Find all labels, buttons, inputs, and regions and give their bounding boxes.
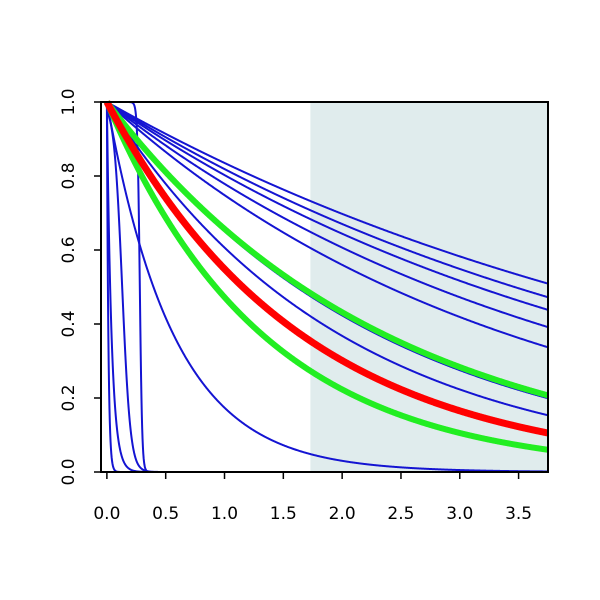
x-tick-label: 0.0: [93, 504, 120, 524]
y-axis: 0.0 0.2 0.4 0.6 0.8 1.0: [59, 88, 101, 486]
series-line-11: [105, 101, 548, 473]
x-tick-label: 3.5: [505, 504, 532, 524]
shaded-region: [310, 102, 548, 472]
y-tick-label: 1.0: [59, 88, 79, 115]
x-tick-label: 0.5: [152, 504, 179, 524]
series-line-8: [104, 99, 548, 399]
x-tick-label: 2.0: [329, 504, 356, 524]
x-tick-label: 1.0: [211, 504, 238, 524]
x-tick-label: 1.5: [270, 504, 297, 524]
y-tick-label: 0.6: [59, 236, 79, 263]
series-line-3: [106, 101, 548, 311]
y-tick-label: 0.4: [59, 310, 79, 337]
series-line-9: [103, 99, 548, 437]
series-line-10: [104, 99, 548, 453]
series-line-4: [106, 101, 548, 329]
y-tick-label: 0.2: [59, 384, 79, 411]
series-line-2: [106, 101, 548, 299]
x-tick-label: 2.5: [387, 504, 414, 524]
series-line-1: [106, 101, 548, 285]
series-line-7: [106, 101, 548, 417]
series-line-5: [106, 101, 548, 349]
x-axis: 0.0 0.5 1.0 1.5 2.0 2.5 3.0 3.5: [93, 471, 532, 524]
y-tick-label: 0.8: [59, 162, 79, 189]
x-tick-label: 3.0: [446, 504, 473, 524]
y-tick-label: 0.0: [59, 458, 79, 485]
